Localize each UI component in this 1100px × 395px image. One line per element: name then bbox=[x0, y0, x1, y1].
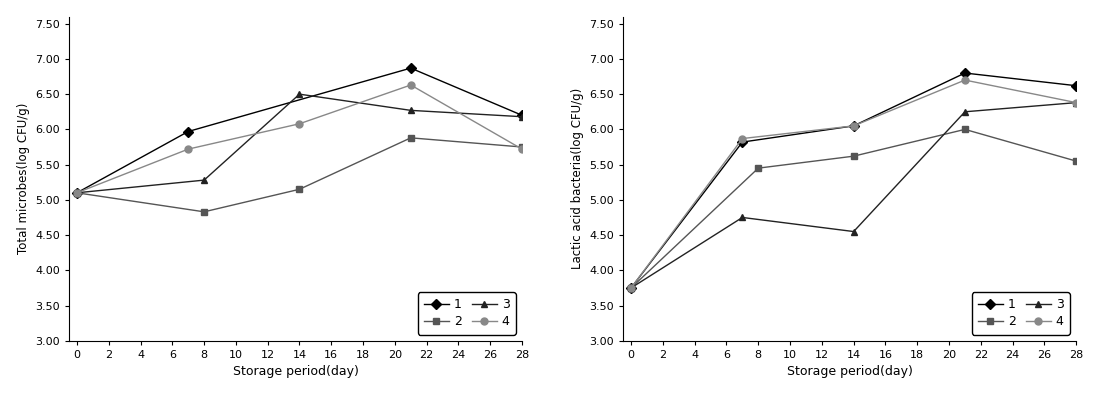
3 bbox=[625, 286, 638, 290]
3 bbox=[958, 109, 971, 114]
2 bbox=[625, 286, 638, 290]
2 bbox=[1069, 159, 1082, 164]
3 bbox=[293, 92, 306, 96]
4 bbox=[293, 121, 306, 126]
Line: 3: 3 bbox=[628, 99, 1080, 292]
3 bbox=[847, 229, 860, 234]
X-axis label: Storage period(day): Storage period(day) bbox=[786, 365, 913, 378]
3 bbox=[736, 215, 749, 220]
2 bbox=[516, 145, 529, 149]
1 bbox=[736, 140, 749, 145]
2 bbox=[751, 166, 764, 171]
1 bbox=[847, 124, 860, 128]
Line: 1: 1 bbox=[628, 70, 1080, 292]
Y-axis label: Lactic acid bacteria(log CFU/g): Lactic acid bacteria(log CFU/g) bbox=[571, 88, 584, 269]
4 bbox=[70, 190, 84, 195]
2 bbox=[847, 154, 860, 158]
Legend: 1, 2, 3, 4: 1, 2, 3, 4 bbox=[971, 292, 1070, 335]
4 bbox=[625, 286, 638, 290]
4 bbox=[182, 147, 195, 152]
4 bbox=[516, 147, 529, 152]
1 bbox=[958, 71, 971, 75]
1 bbox=[182, 129, 195, 134]
4 bbox=[958, 78, 971, 83]
2 bbox=[404, 135, 417, 140]
X-axis label: Storage period(day): Storage period(day) bbox=[232, 365, 359, 378]
Line: 1: 1 bbox=[74, 65, 526, 196]
Legend: 1, 2, 3, 4: 1, 2, 3, 4 bbox=[418, 292, 516, 335]
Y-axis label: Total microbes(log CFU/g): Total microbes(log CFU/g) bbox=[16, 103, 30, 254]
1 bbox=[1069, 83, 1082, 88]
4 bbox=[1069, 100, 1082, 105]
Line: 4: 4 bbox=[74, 81, 526, 196]
Line: 4: 4 bbox=[628, 77, 1080, 292]
3 bbox=[70, 190, 84, 195]
Line: 3: 3 bbox=[74, 91, 526, 196]
1 bbox=[70, 190, 84, 195]
3 bbox=[1069, 100, 1082, 105]
4 bbox=[404, 83, 417, 87]
2 bbox=[70, 190, 84, 195]
Line: 2: 2 bbox=[628, 126, 1080, 292]
1 bbox=[625, 286, 638, 290]
1 bbox=[516, 113, 529, 118]
1 bbox=[404, 66, 417, 70]
2 bbox=[198, 209, 211, 214]
3 bbox=[516, 114, 529, 119]
3 bbox=[404, 108, 417, 113]
4 bbox=[736, 136, 749, 141]
3 bbox=[198, 178, 211, 182]
Line: 2: 2 bbox=[74, 134, 526, 215]
4 bbox=[847, 124, 860, 128]
2 bbox=[293, 187, 306, 192]
2 bbox=[958, 127, 971, 132]
